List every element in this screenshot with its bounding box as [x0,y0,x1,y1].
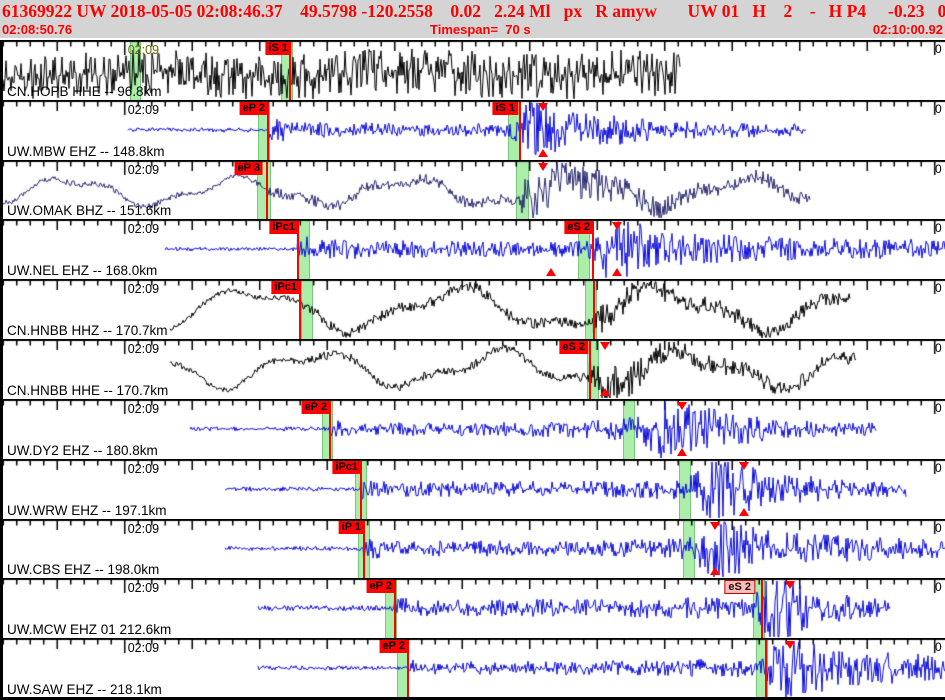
pick-time-line[interactable] [289,42,291,100]
window-end-time: 02:10:00.92 [872,22,943,37]
station-label: UW.DY2 EHZ -- 180.8km [7,443,158,458]
waveform-canvas[interactable] [0,279,945,339]
amplitude-marker-bottom[interactable] [600,388,610,396]
pick-flag[interactable]: iPc1 [269,221,298,234]
minute-tick-label: 02:09 [127,402,160,416]
pick-time-line[interactable] [592,221,594,279]
minute-tick-label: 02:09 [127,462,160,476]
station-label: CN.HNBB HHE -- 170.7km [7,383,169,398]
waveform-canvas[interactable] [0,160,945,219]
waveform-canvas[interactable] [0,100,945,160]
time-bar: 02:08:50.76 Timespan= 70 s 02:10:00.92 [0,22,945,38]
minute-tick-label: 02:09 [127,43,160,57]
trace-zero-label: 0 [935,281,942,295]
amplitude-marker-top[interactable] [710,522,720,530]
amplitude-marker-top[interactable] [677,402,687,410]
trace-panel: iS 1 02:09 0 CN.HOPB HHE -- 96.8km eP 2 iS 1 0… [0,38,945,700]
pick-time-line[interactable] [593,281,595,339]
station-label: CN.HOPB HHE -- 96.8km [7,84,162,99]
trace-zero-label: 0 [935,162,942,176]
pick-time-line[interactable] [297,221,299,279]
timespan-label: Timespan= 70 s [430,22,531,37]
station-label: UW.SAW EHZ -- 218.1km [7,682,162,697]
trace-zero-label: 0 [935,401,942,415]
minute-tick-label: 02:09 [127,522,160,536]
minute-tick-label: 02:09 [127,342,160,356]
trace-zero-label: 0 [935,521,942,535]
amplitude-marker-top[interactable] [538,163,548,171]
pick-time-line[interactable] [407,640,409,698]
waveform-canvas[interactable] [0,399,945,459]
panel-left-border [0,40,3,700]
trace-zero-label: 0 [935,640,942,654]
amplitude-marker-bottom[interactable] [612,268,622,276]
pick-time-line[interactable] [761,580,763,638]
station-label: UW.OMAK BHZ -- 151.6km [7,203,172,218]
pick-flag[interactable]: eP 3 [234,162,263,175]
pick-flag[interactable]: iPc1 [332,461,361,474]
amplitude-marker-top[interactable] [739,462,749,470]
pick-flag[interactable]: iS 1 [492,102,518,115]
trace-zero-label: 0 [935,102,942,116]
waveform-canvas[interactable] [0,519,945,578]
trace-zero-label: 0 [935,580,942,594]
amplitude-marker-top[interactable] [785,641,795,649]
pick-time-line[interactable] [394,580,396,638]
pick-flag[interactable]: eS 2 [724,580,755,594]
pick-time-line[interactable] [299,281,301,339]
amplitude-marker-top[interactable] [600,342,610,350]
pick-flag[interactable]: iPc1 [271,281,300,294]
amplitude-marker-top[interactable] [538,103,548,111]
minute-tick-label: 02:09 [127,222,160,236]
pick-flag[interactable]: eP 2 [301,401,330,414]
trace-zero-label: 0 [935,461,942,475]
minute-tick-label: 02:09 [127,163,160,177]
pick-time-line[interactable] [519,102,521,160]
station-label: UW.WRW EHZ -- 197.1km [7,503,167,518]
pick-flag[interactable]: eP 2 [239,102,268,115]
amplitude-marker-top[interactable] [612,222,622,230]
amplitude-marker-bottom[interactable] [546,268,556,276]
waveform-canvas[interactable] [0,219,945,279]
amplitude-marker-top[interactable] [785,581,795,589]
event-header: 61369922 UW 2018-05-05 02:08:46.37 49.57… [2,1,945,21]
minute-tick-label: 02:09 [127,103,160,117]
station-label: UW.CBS EHZ -- 198.0km [7,562,160,577]
pick-flag[interactable]: eP 2 [366,580,395,593]
pick-time-line[interactable] [589,341,591,399]
station-label: CN.HNBB HHZ -- 170.7km [7,323,168,338]
waveform-canvas[interactable] [0,459,945,519]
pick-time-line[interactable] [360,461,362,519]
station-label: UW.MBW EHZ -- 148.8km [7,144,165,159]
station-label: UW.MCW EHZ 01 212.6km [7,622,172,637]
pick-time-line[interactable] [329,401,331,459]
pick-time-line[interactable] [765,640,767,698]
window-start-time: 02:08:50.76 [2,22,73,37]
trace-zero-label: 0 [935,42,942,56]
minute-tick-label: 02:09 [127,581,160,595]
amplitude-marker-bottom[interactable] [538,149,548,157]
pick-time-line[interactable] [266,162,268,219]
panel-bottom-rule [0,697,945,700]
pick-flag[interactable]: eP 2 [379,640,408,653]
trace-zero-label: 0 [935,221,942,235]
amplitude-marker-bottom[interactable] [710,567,720,575]
pick-flag[interactable]: iP 1 [338,521,364,534]
pick-time-line[interactable] [267,102,269,160]
pick-flag[interactable]: eS 2 [564,221,593,234]
pick-flag[interactable]: iS 1 [265,42,291,55]
minute-tick-label: 02:09 [127,282,160,296]
amplitude-marker-bottom[interactable] [739,508,749,516]
waveform-canvas[interactable] [0,40,945,100]
minute-tick-label: 02:09 [127,641,160,655]
amplitude-marker-bottom[interactable] [677,448,687,456]
station-label: UW.NEL EHZ -- 168.0km [7,263,158,278]
waveform-canvas[interactable] [0,339,945,399]
pick-flag[interactable]: eS 2 [559,341,588,354]
pick-time-line[interactable] [363,521,365,578]
trace-zero-label: 0 [935,341,942,355]
